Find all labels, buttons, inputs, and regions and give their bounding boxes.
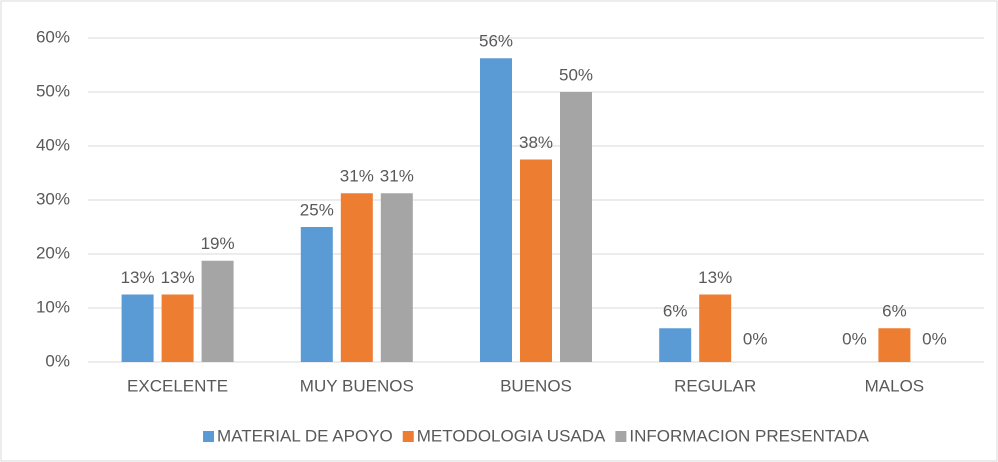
- data-label: 13%: [161, 268, 195, 287]
- data-label: 31%: [340, 167, 374, 186]
- bar: [520, 159, 552, 362]
- data-label: 31%: [380, 167, 414, 186]
- x-tick-label: EXCELENTE: [127, 376, 228, 395]
- y-tick-label: 60%: [36, 27, 70, 46]
- x-tick-label: REGULAR: [674, 376, 756, 395]
- bar: [878, 328, 911, 362]
- data-label: 25%: [300, 200, 334, 219]
- legend-swatch: [203, 431, 215, 442]
- bar: [699, 294, 732, 362]
- legend-label: MATERIAL DE APOYO: [217, 426, 393, 445]
- data-label: 50%: [559, 65, 593, 84]
- data-label: 13%: [698, 268, 732, 287]
- data-label: 6%: [663, 302, 688, 321]
- legend-swatch: [402, 431, 414, 442]
- x-tick-label: MUY BUENOS: [300, 376, 414, 395]
- data-label: 0%: [743, 329, 768, 348]
- bar: [560, 92, 592, 362]
- y-tick-label: 20%: [36, 243, 70, 262]
- y-tick-label: 30%: [36, 189, 70, 208]
- legend-label: INFORMACION PRESENTADA: [629, 426, 869, 445]
- bar: [300, 227, 333, 362]
- data-label: 0%: [922, 329, 947, 348]
- bar: [201, 260, 234, 362]
- x-tick-label: MALOS: [865, 376, 925, 395]
- data-label: 56%: [479, 32, 513, 51]
- bar: [340, 193, 373, 362]
- data-label: 6%: [882, 302, 907, 321]
- legend-label: METODOLOGIA USADA: [417, 426, 606, 445]
- bar: [161, 294, 194, 362]
- bar: [480, 58, 512, 362]
- data-label: 0%: [842, 329, 867, 348]
- y-tick-label: 10%: [36, 297, 70, 316]
- bar: [380, 193, 413, 362]
- y-tick-label: 50%: [36, 81, 70, 100]
- data-label: 19%: [201, 234, 235, 253]
- bar: [659, 328, 692, 362]
- bar: [121, 294, 154, 362]
- legend-swatch: [615, 431, 627, 442]
- data-label: 13%: [121, 268, 155, 287]
- data-label: 38%: [519, 133, 553, 152]
- y-tick-label: 0%: [45, 351, 70, 370]
- y-tick-label: 40%: [36, 135, 70, 154]
- x-tick-label: BUENOS: [500, 376, 572, 395]
